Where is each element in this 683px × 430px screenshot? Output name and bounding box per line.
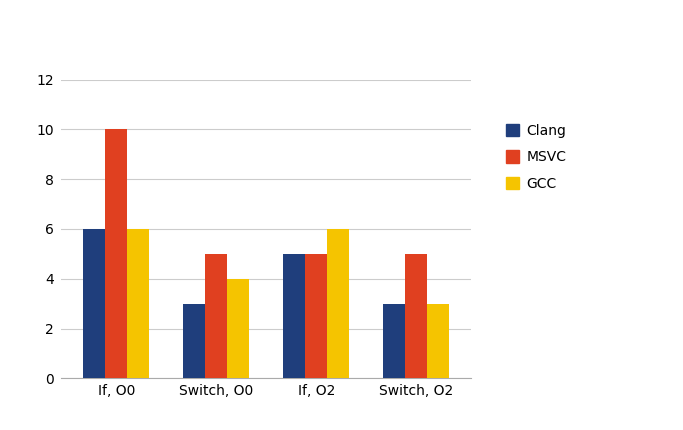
Bar bbox=[105, 129, 128, 378]
Bar bbox=[383, 304, 405, 378]
Bar bbox=[83, 229, 105, 378]
Bar bbox=[327, 229, 349, 378]
Bar bbox=[184, 304, 206, 378]
Bar bbox=[283, 254, 305, 378]
Bar bbox=[428, 304, 449, 378]
Bar bbox=[128, 229, 150, 378]
Bar bbox=[405, 254, 428, 378]
Bar bbox=[305, 254, 327, 378]
Text: Example – number of branch instructions: Example – number of branch instructions bbox=[12, 29, 528, 49]
Bar bbox=[206, 254, 227, 378]
Legend: Clang, MSVC, GCC: Clang, MSVC, GCC bbox=[505, 124, 566, 190]
Bar bbox=[227, 279, 249, 378]
